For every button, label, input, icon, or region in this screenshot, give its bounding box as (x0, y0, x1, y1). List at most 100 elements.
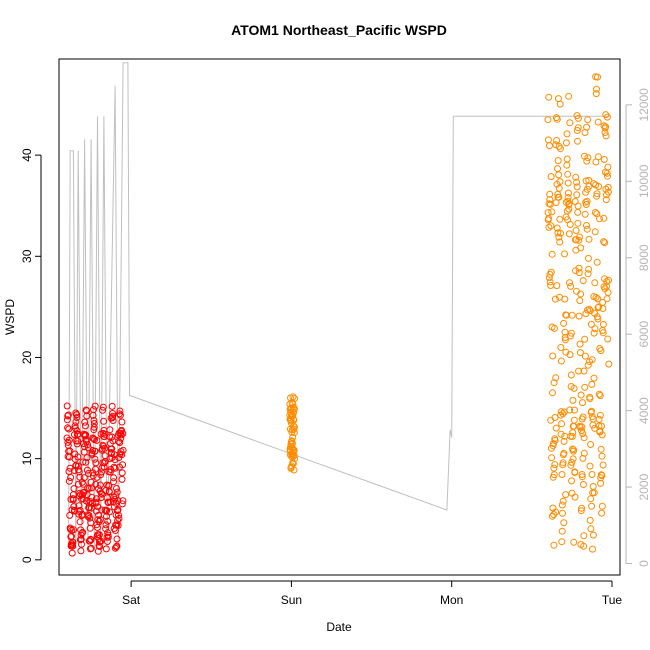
chart-title: ATOM1 Northeast_Pacific WSPD (231, 22, 447, 38)
data-point (87, 544, 95, 552)
data-point (98, 490, 106, 498)
data-point (546, 196, 554, 204)
data-point (604, 172, 611, 180)
data-point (80, 448, 88, 456)
data-point (547, 173, 555, 181)
data-point (118, 469, 126, 477)
data-point (118, 500, 126, 508)
right-tick-label: 4000 (637, 397, 650, 424)
data-point (573, 191, 581, 199)
data-point (572, 227, 580, 234)
data-point (546, 142, 553, 150)
data-point (559, 459, 567, 467)
data-point (108, 402, 116, 410)
data-point (108, 433, 116, 441)
data-point (65, 425, 73, 433)
data-point (577, 391, 585, 399)
data-point (547, 282, 555, 289)
data-point (553, 224, 561, 232)
data-point (568, 433, 576, 440)
data-point (290, 466, 298, 474)
data-point (599, 461, 607, 469)
data-point (583, 123, 591, 131)
y-tick-label: 20 (20, 350, 34, 364)
data-point (563, 207, 571, 215)
data-point (69, 496, 77, 504)
data-point (584, 154, 592, 162)
data-point (547, 268, 555, 276)
data-point (603, 282, 611, 290)
data-point (591, 325, 599, 333)
data-point (571, 406, 578, 414)
data-point (291, 455, 299, 463)
data-point (91, 402, 99, 410)
data-point (599, 305, 607, 312)
data-point (593, 258, 601, 266)
data-point (566, 406, 574, 414)
data-point (590, 329, 598, 337)
data-point (555, 184, 563, 192)
data-point (571, 469, 579, 476)
data-point (558, 471, 566, 478)
data-point (75, 468, 83, 476)
data-point (113, 485, 120, 492)
data-point (583, 225, 591, 233)
data-point (562, 491, 570, 499)
data-point (102, 507, 110, 515)
data-point (84, 441, 92, 449)
data-point (580, 542, 588, 550)
data-point (584, 116, 592, 124)
data-point (93, 495, 100, 503)
data-point (554, 157, 562, 165)
data-point (586, 395, 594, 403)
data-point (553, 137, 561, 144)
data-point (579, 277, 587, 285)
data-point (592, 293, 600, 301)
data-point (570, 384, 578, 392)
data-point (583, 157, 591, 165)
data-point (570, 538, 578, 546)
data-point (116, 439, 124, 447)
data-point (78, 529, 86, 537)
data-point (290, 408, 298, 416)
y-tick-label: 10 (20, 452, 34, 466)
data-point (63, 416, 71, 424)
data-point (106, 508, 113, 516)
data-point (579, 454, 587, 462)
data-point (598, 502, 606, 510)
data-point (568, 458, 576, 466)
data-point (550, 464, 558, 472)
data-point (78, 540, 85, 548)
data-point (556, 238, 564, 246)
data-point (100, 417, 108, 425)
data-point (96, 516, 104, 524)
data-point (567, 282, 575, 290)
data-point (598, 452, 606, 460)
data-point (586, 516, 594, 524)
data-point (560, 437, 568, 445)
data-point (290, 416, 298, 424)
data-point (91, 447, 99, 455)
data-point (556, 145, 564, 153)
data-point (111, 544, 119, 552)
data-point (553, 115, 561, 123)
data-point (557, 229, 565, 237)
data-point (565, 230, 573, 238)
data-point (593, 192, 601, 200)
data-point (600, 156, 608, 163)
data-point (566, 221, 574, 228)
data-point (570, 446, 578, 454)
data-point (549, 352, 557, 360)
right-tick-label: 8000 (637, 244, 650, 271)
data-point (590, 489, 598, 497)
data-point (604, 163, 612, 171)
data-point (74, 453, 82, 461)
data-point (115, 511, 122, 519)
data-point (114, 517, 122, 524)
data-point (90, 406, 97, 414)
data-point (72, 418, 80, 426)
data-point (576, 349, 584, 357)
data-point (90, 435, 98, 443)
data-point (603, 278, 611, 285)
